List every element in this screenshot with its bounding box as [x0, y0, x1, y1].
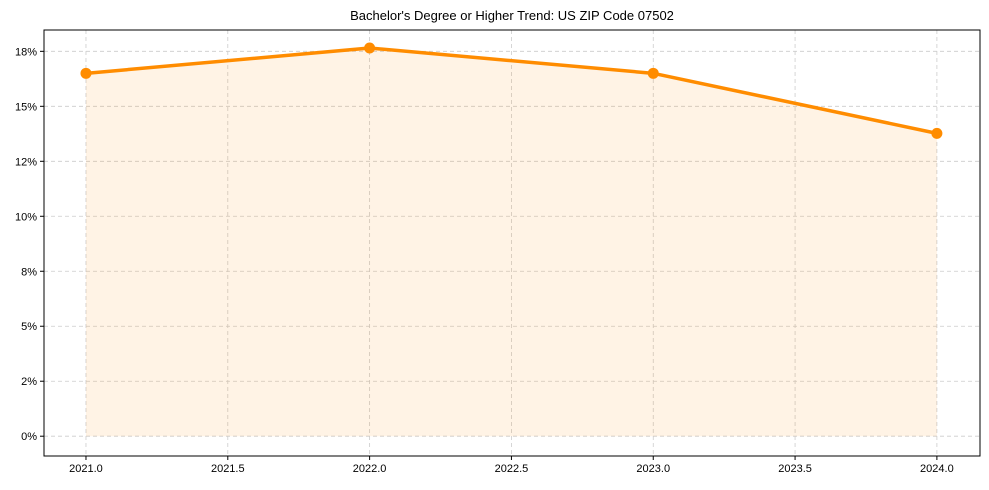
y-tick-label: 18%: [15, 46, 37, 58]
data-point: [364, 42, 376, 54]
y-tick-label: 0%: [21, 431, 37, 443]
x-tick-label: 2022.5: [495, 463, 529, 475]
series-line-path: [85, 46, 938, 136]
y-tick-label: 5%: [21, 321, 37, 333]
x-tick-label: 2022.0: [353, 463, 387, 475]
x-tick-label: 2023.5: [778, 463, 812, 475]
data-point: [647, 67, 659, 79]
y-tick-label: 12%: [15, 156, 37, 168]
x-tick-label: 2023.0: [636, 463, 670, 475]
y-tick-label: 2%: [21, 376, 37, 388]
x-tick-label: 2021.0: [69, 463, 103, 475]
series-area: [85, 48, 937, 437]
series-line: [80, 42, 943, 139]
area-fill: [85, 48, 937, 437]
x-tick-label: 2024.0: [920, 463, 954, 475]
grid: [44, 30, 980, 456]
data-point: [931, 127, 943, 139]
x-tick-label: 2021.5: [211, 463, 245, 475]
y-tick-label: 15%: [15, 101, 37, 113]
y-axis: 0% 2% 5% 8% 10% 12% 15% 18%: [15, 46, 44, 443]
data-point: [80, 67, 92, 79]
x-axis: 2021.0 2021.5 2022.0 2022.5 2023.0 2023.5 2024…: [69, 456, 954, 475]
chart-title: Bachelor's Degree or Higher Trend: US ZI…: [350, 8, 674, 23]
plot-frame: [43, 29, 981, 457]
y-tick-label: 10%: [15, 211, 37, 223]
y-tick-label: 8%: [21, 266, 37, 278]
